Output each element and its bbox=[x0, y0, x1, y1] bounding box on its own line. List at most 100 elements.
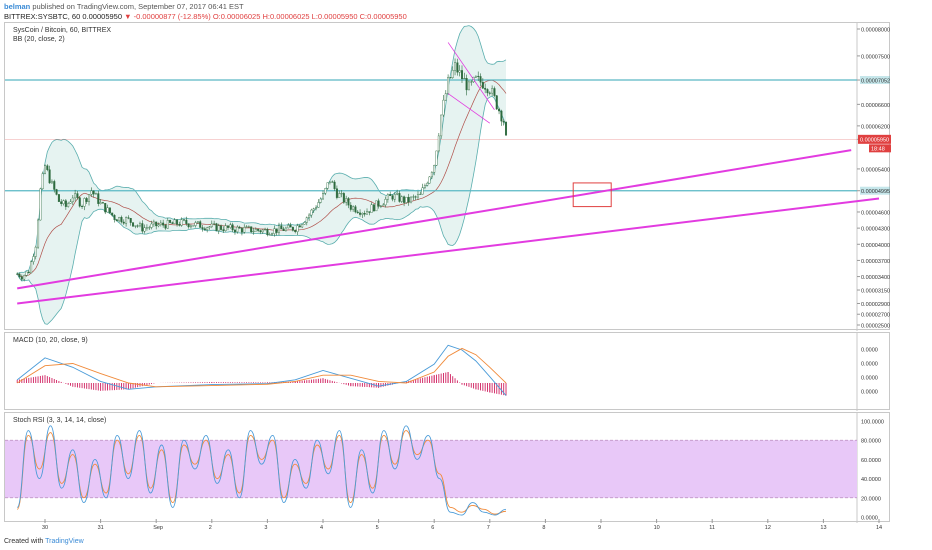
candle bbox=[247, 226, 250, 228]
time-tick-label: 31 bbox=[98, 525, 104, 531]
candle bbox=[268, 234, 271, 236]
candle bbox=[391, 195, 394, 200]
candle bbox=[141, 223, 144, 232]
candle bbox=[111, 212, 114, 216]
candle bbox=[90, 190, 93, 195]
candle bbox=[236, 226, 239, 233]
candle bbox=[291, 226, 294, 231]
candle bbox=[421, 187, 424, 195]
candle bbox=[166, 220, 169, 229]
macd-line bbox=[16, 344, 507, 396]
candle bbox=[76, 193, 79, 198]
candle bbox=[213, 223, 216, 225]
candle bbox=[201, 227, 204, 229]
candle bbox=[264, 229, 267, 231]
candle bbox=[108, 207, 111, 214]
price-tick-label: 0.00005400 bbox=[861, 167, 890, 173]
macd-panel-title: MACD (10, 20, close, 9) bbox=[13, 337, 88, 344]
candle bbox=[495, 95, 498, 110]
candle bbox=[254, 229, 257, 232]
candle bbox=[412, 196, 415, 198]
candle bbox=[250, 226, 253, 233]
candle bbox=[157, 224, 160, 227]
candle bbox=[287, 224, 290, 229]
price-tick-label: 0.00003150 bbox=[861, 289, 890, 295]
price-tag-label: 0.00005950 bbox=[860, 138, 889, 144]
candle bbox=[356, 211, 359, 214]
author-link[interactable]: belman bbox=[4, 2, 31, 11]
stoch-rsi-chart: 100.0000 80.0000 60.0000 40.0000 20.0000 0.00… bbox=[5, 413, 884, 531]
candle bbox=[428, 176, 431, 184]
candle bbox=[322, 193, 325, 200]
candle bbox=[301, 224, 304, 228]
candle bbox=[143, 227, 146, 232]
candle bbox=[159, 222, 162, 225]
candle bbox=[231, 224, 234, 231]
candle bbox=[352, 206, 355, 210]
candle bbox=[206, 227, 209, 231]
candle bbox=[488, 92, 491, 94]
candle bbox=[120, 217, 123, 223]
candle bbox=[233, 229, 236, 233]
candle bbox=[185, 219, 188, 224]
candle bbox=[101, 202, 104, 204]
rsi-tick-label: 40.0000 bbox=[861, 477, 881, 483]
candle bbox=[312, 208, 315, 211]
level-tag-bg bbox=[860, 186, 890, 195]
candle bbox=[454, 62, 457, 71]
candle bbox=[379, 205, 382, 207]
candle bbox=[410, 196, 413, 203]
candle bbox=[375, 200, 378, 212]
publish-line: belman published on TradingView.com, Sep… bbox=[4, 2, 244, 11]
rsi-band bbox=[5, 440, 857, 498]
candle bbox=[430, 172, 433, 178]
candle bbox=[363, 213, 366, 215]
candle bbox=[125, 217, 128, 224]
candle bbox=[315, 207, 318, 209]
candle bbox=[437, 135, 440, 152]
publish-info: published on TradingView.com, September … bbox=[32, 2, 244, 11]
tradingview-logo[interactable]: TradingView bbox=[45, 538, 84, 545]
candle bbox=[220, 225, 223, 230]
candle bbox=[458, 70, 461, 73]
candle bbox=[481, 82, 484, 89]
candle bbox=[400, 196, 403, 202]
footer-created: Created with bbox=[4, 538, 44, 545]
candle bbox=[384, 199, 387, 206]
candle bbox=[99, 202, 102, 204]
candle bbox=[266, 229, 269, 236]
candle bbox=[502, 120, 505, 123]
candle bbox=[500, 110, 503, 122]
candle bbox=[451, 69, 454, 78]
candle bbox=[118, 217, 121, 222]
price-tick-label: 0.00004600 bbox=[861, 210, 890, 216]
candle bbox=[46, 165, 49, 170]
candle bbox=[57, 194, 60, 202]
candle bbox=[171, 222, 174, 224]
price-tick-label: 0.00008000 bbox=[861, 28, 890, 34]
level-tag-bg bbox=[860, 76, 890, 85]
candle bbox=[474, 75, 477, 78]
candle bbox=[354, 206, 357, 213]
candle bbox=[505, 121, 508, 136]
time-tick-label: 11 bbox=[709, 525, 715, 531]
candle bbox=[366, 211, 369, 215]
candle bbox=[447, 77, 450, 94]
candle bbox=[386, 194, 389, 200]
bb-lower-band bbox=[16, 95, 507, 325]
candle bbox=[81, 205, 84, 207]
candle bbox=[296, 225, 299, 232]
candle bbox=[407, 196, 410, 203]
candle bbox=[398, 193, 401, 202]
candle bbox=[280, 225, 283, 230]
stoch-rsi-panel-title: Stoch RSI (3, 3, 14, 14, close) bbox=[13, 417, 107, 424]
candle bbox=[440, 114, 443, 137]
macd-tick-label: 0.0000 bbox=[861, 348, 878, 354]
price-chart: 0.00008000 0.00007500 0.00007052 0.00006600… bbox=[5, 23, 891, 331]
candle bbox=[16, 273, 19, 275]
candle bbox=[39, 188, 42, 221]
candle bbox=[484, 87, 487, 90]
candle bbox=[30, 261, 33, 274]
candle bbox=[414, 196, 417, 198]
price-tick-label: 0.00003700 bbox=[861, 259, 890, 265]
